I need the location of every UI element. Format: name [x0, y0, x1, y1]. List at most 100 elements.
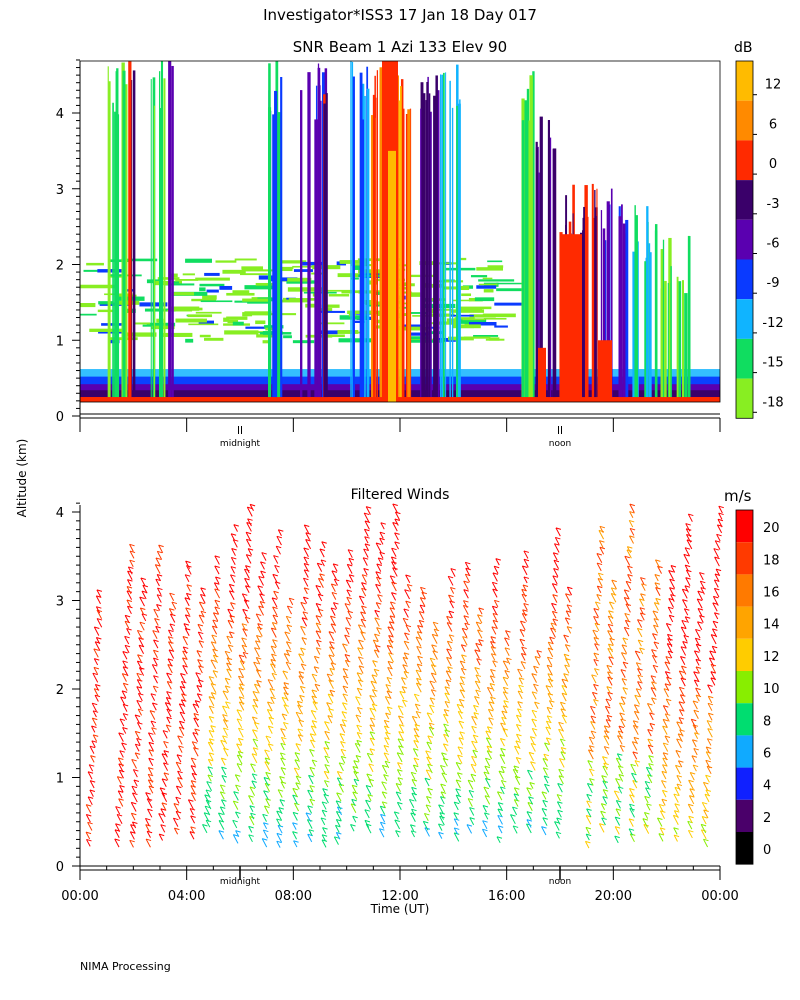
wind-barb — [681, 620, 687, 629]
wind-barb-flag — [137, 660, 143, 664]
wind-barb — [596, 562, 602, 572]
wind-barb — [710, 671, 716, 681]
wind-barb-flag — [680, 646, 687, 649]
wind-barb — [464, 622, 469, 630]
wind-barb — [413, 757, 419, 766]
wind-barb — [252, 691, 259, 701]
wind-barb — [695, 629, 701, 639]
wind-barb — [305, 532, 311, 541]
wind-barb-flag — [390, 575, 396, 578]
wind-barb-flag — [220, 791, 226, 794]
snr-plume — [618, 216, 622, 402]
wind-barb-flag — [367, 752, 373, 756]
wind-barb-flag — [420, 597, 426, 600]
wind-barb — [557, 810, 562, 818]
wind-barb — [715, 568, 720, 576]
wind-barb-flag — [456, 762, 462, 765]
wind-barb-flag — [399, 690, 405, 694]
wind-barb — [445, 679, 450, 687]
wind-barb-flag — [450, 568, 456, 571]
wind-barb-flag — [484, 795, 491, 798]
wind-barb-flag — [211, 641, 217, 644]
wind-barb — [249, 504, 254, 512]
wind-colorbar-swatch — [736, 606, 753, 639]
wind-barb — [701, 802, 708, 812]
wind-colorbar-tick-label: 10 — [763, 682, 780, 697]
wind-barb — [330, 583, 336, 592]
wind-barb-flag — [427, 735, 433, 738]
wind-barb — [394, 532, 399, 541]
snr-band — [89, 328, 124, 332]
wind-barb — [549, 636, 554, 645]
wind-barb — [215, 576, 220, 584]
wind-barb-flag — [146, 830, 153, 834]
snr-band — [399, 282, 411, 285]
wind-barb — [167, 636, 173, 644]
wind-barb — [597, 572, 603, 580]
wind-barb — [157, 587, 162, 596]
wind-barb-flag — [179, 703, 185, 706]
wind-barb — [630, 764, 637, 774]
wind-barb-flag — [183, 623, 190, 626]
wind-barb — [553, 559, 559, 570]
wind-barb-flag — [678, 717, 685, 720]
wind-barb — [310, 710, 317, 720]
snr-band — [317, 289, 354, 292]
wind-barb — [461, 654, 466, 662]
wind-barb-flag — [335, 800, 342, 803]
wind-barb — [380, 814, 386, 823]
wind-barb — [330, 662, 335, 670]
wind-barb-flag — [235, 811, 241, 815]
wind-barb-flag — [177, 770, 183, 774]
wind-barb-flag — [519, 677, 525, 680]
snr-band — [247, 301, 271, 304]
wind-barb — [293, 767, 299, 777]
wind-barb-flag — [255, 640, 261, 643]
wind-barb — [147, 779, 153, 789]
wind-barb — [272, 606, 278, 616]
wind-barb — [166, 691, 171, 699]
wind-barb-flag — [211, 692, 217, 695]
snr-plume — [371, 115, 374, 402]
wind-barb — [191, 741, 197, 750]
wind-barb-flag — [711, 634, 717, 637]
wind-barb — [515, 715, 521, 724]
wind-barb-flag — [199, 601, 205, 605]
wind-barb — [686, 534, 692, 543]
wind-barb-flag — [129, 543, 135, 547]
wind-barb-flag — [566, 610, 572, 613]
wind-barb-flag — [342, 702, 348, 705]
wind-barb-flag — [472, 749, 478, 753]
snr-band — [474, 297, 495, 302]
wind-barb-flag — [246, 554, 252, 557]
wind-barb — [698, 572, 704, 581]
wind-barb — [338, 783, 344, 793]
wind-barb-flag — [492, 660, 498, 663]
wind-barb-flag — [697, 621, 703, 624]
wind-barb-flag — [229, 615, 235, 618]
wind-barb — [459, 682, 465, 692]
wind-barb-flag — [295, 782, 301, 785]
wind-barb-flag — [705, 789, 712, 792]
wind-barb-flag — [414, 693, 420, 697]
wind-barb-flag — [474, 667, 480, 670]
wind-barb — [609, 638, 614, 646]
wind-barb-flag — [369, 737, 376, 741]
wind-barb-flag — [542, 799, 548, 803]
wind-barb — [427, 763, 433, 774]
wind-barb — [380, 522, 385, 530]
wind-barb-flag — [248, 834, 254, 837]
wind-barb — [154, 618, 159, 626]
wind-barb-flag — [188, 799, 194, 802]
wind-barb-flag — [546, 737, 552, 740]
wind-barb — [245, 565, 250, 574]
wind-barb-flag — [147, 808, 153, 812]
wind-barb-flag — [115, 823, 121, 826]
snr-plume — [625, 219, 629, 402]
snr-plume — [632, 251, 635, 402]
wind-barb-flag — [707, 738, 713, 741]
wind-barb-flag — [309, 798, 316, 802]
snr-band — [80, 313, 97, 316]
wind-barb-flag — [315, 615, 322, 618]
wind-barb-flag — [461, 654, 467, 657]
